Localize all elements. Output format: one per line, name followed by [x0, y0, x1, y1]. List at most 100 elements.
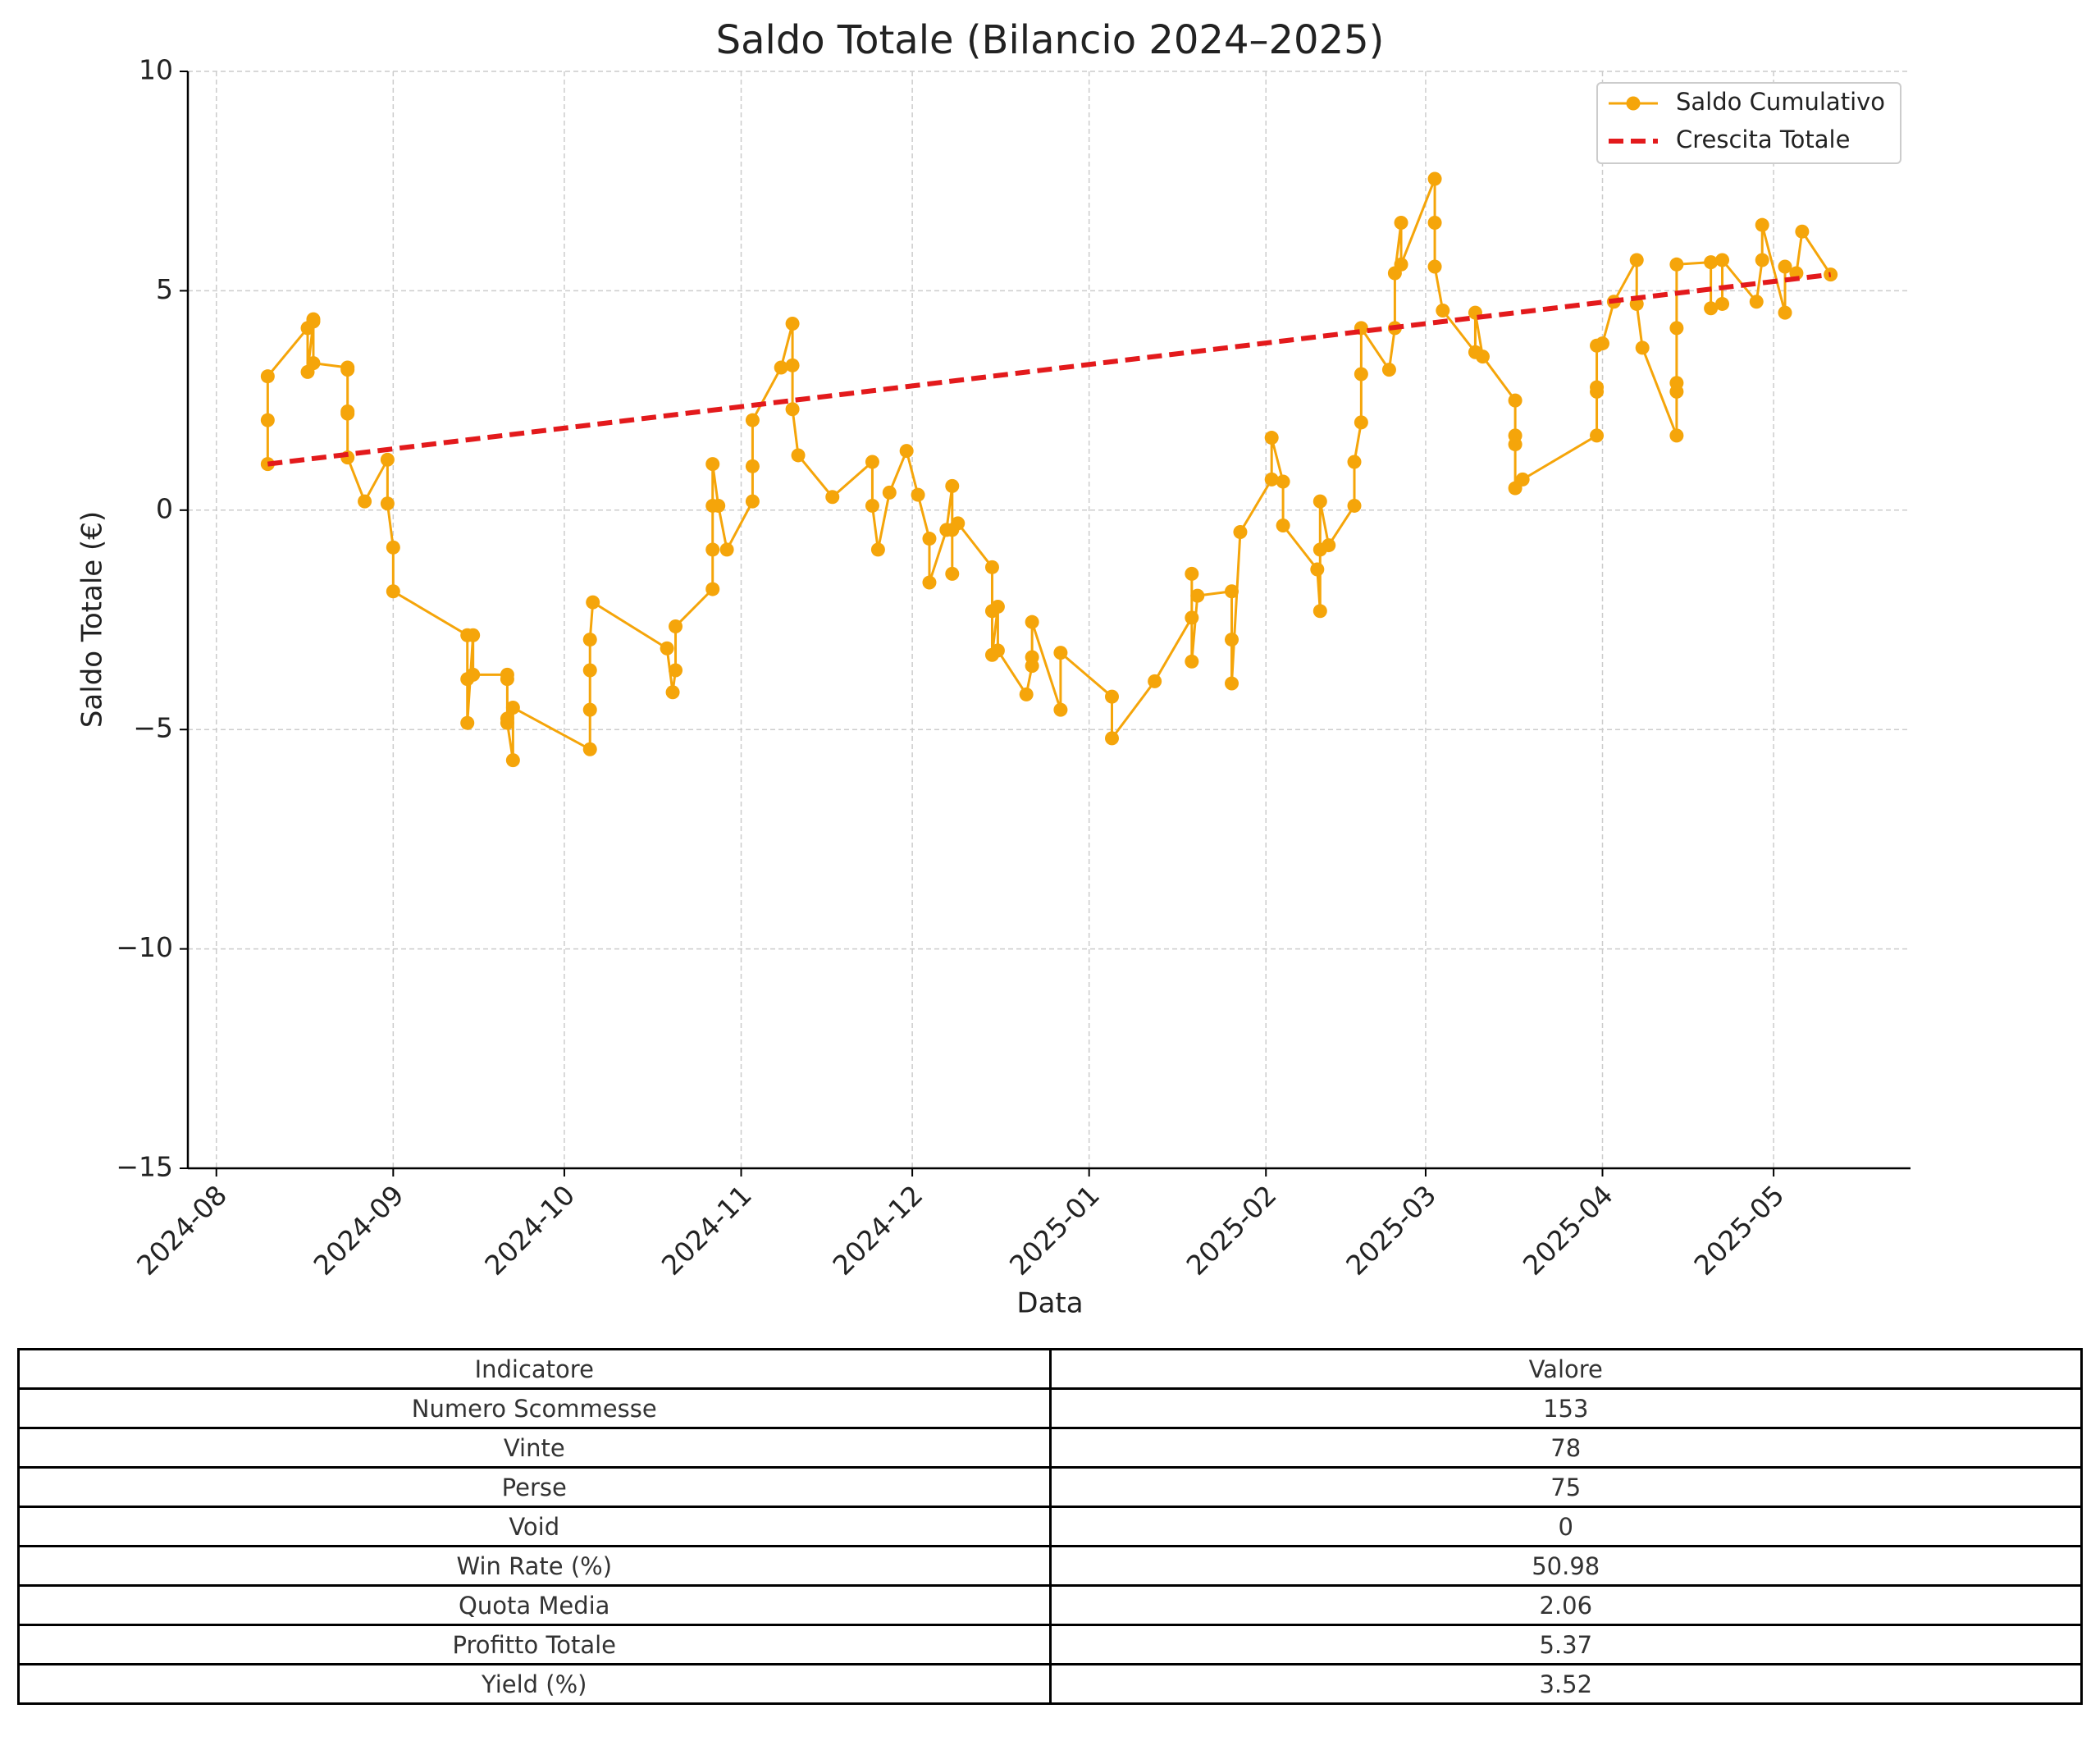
data-point [1310, 562, 1325, 577]
data-point [505, 753, 520, 768]
data-point [705, 582, 720, 596]
data-point [466, 667, 481, 682]
data-point [386, 540, 400, 555]
legend-label: Crescita Totale [1676, 126, 1850, 153]
table-row: Vinte 78 [17, 1427, 2083, 1469]
table-row: Profitto Totale 5.37 [17, 1624, 2083, 1665]
data-point [899, 444, 914, 459]
table-cell: Void [17, 1506, 1052, 1547]
data-point [1394, 257, 1408, 272]
data-point [1347, 498, 1362, 513]
table-cell: Indicatore [17, 1348, 1052, 1390]
data-point [1276, 519, 1290, 533]
data-point [1749, 295, 1764, 309]
data-point [1755, 217, 1769, 232]
data-point [1778, 259, 1792, 274]
summary-table: Indicatore Valore Numero Scommesse 153 Vinte… [17, 1348, 2083, 1705]
table-cell: Valore [1048, 1348, 2083, 1390]
y-axis-label: Saldo Totale (€) [76, 511, 109, 728]
data-point [380, 452, 395, 467]
data-point [870, 542, 885, 557]
data-point [1669, 257, 1684, 272]
table-cell: 153 [1048, 1387, 2083, 1429]
data-point [865, 498, 879, 513]
data-point [1312, 494, 1327, 509]
legend-label: Saldo Cumulativo [1676, 88, 1885, 116]
data-point [1427, 216, 1442, 231]
data-point [1025, 615, 1039, 629]
data-point [745, 494, 760, 509]
data-point [984, 560, 999, 574]
data-point [460, 715, 475, 730]
data-point [582, 702, 597, 717]
data-point [1715, 296, 1730, 311]
data-point [1225, 633, 1239, 647]
data-point [1755, 253, 1769, 267]
data-point [586, 595, 600, 610]
data-point [1312, 604, 1327, 619]
table-cell: 2.06 [1048, 1584, 2083, 1626]
data-point [582, 633, 597, 647]
data-point [882, 485, 897, 500]
data-point [582, 663, 597, 678]
data-point [1354, 415, 1368, 430]
table-cell: Numero Scommesse [17, 1387, 1052, 1429]
data-point [1148, 674, 1162, 688]
data-point [1515, 472, 1530, 487]
data-point [669, 663, 683, 678]
y-tick-label: −15 [116, 1151, 173, 1183]
data-point [911, 487, 925, 502]
data-point [1508, 437, 1522, 452]
data-point [1347, 455, 1362, 469]
data-point [660, 641, 674, 656]
legend-box [1596, 82, 1901, 164]
table-cell: 5.37 [1048, 1624, 2083, 1665]
data-point [785, 402, 800, 417]
x-tick-label: 2024-08 [130, 1179, 233, 1282]
data-point [340, 363, 355, 377]
data-point [380, 496, 395, 511]
x-tick-label: 2025-01 [1003, 1179, 1106, 1282]
data-point [922, 575, 937, 590]
data-point [990, 643, 1005, 658]
data-point [922, 532, 937, 546]
table-cell: 50.98 [1048, 1545, 2083, 1587]
data-point [500, 672, 514, 687]
data-point [951, 516, 966, 531]
data-point [1629, 253, 1644, 267]
table-cell: 78 [1048, 1427, 2083, 1469]
data-point [705, 542, 720, 557]
data-point [1025, 650, 1039, 665]
data-point [1669, 321, 1684, 336]
x-tick-label: 2024-12 [826, 1179, 929, 1282]
y-tick-label: −10 [116, 931, 173, 963]
data-point [1508, 393, 1522, 408]
data-point [260, 413, 275, 427]
data-point [340, 406, 355, 421]
data-point [1190, 588, 1205, 603]
data-point [306, 312, 321, 327]
data-point [990, 599, 1005, 614]
data-point [785, 317, 800, 331]
data-point [945, 566, 960, 581]
data-point [1704, 301, 1719, 316]
data-point [1475, 350, 1490, 364]
data-point [785, 358, 800, 372]
x-tick-label: 2025-05 [1687, 1179, 1790, 1282]
data-point [1795, 224, 1810, 239]
y-tick-label: −5 [133, 712, 173, 744]
table-cell: Quota Media [17, 1584, 1052, 1626]
data-point [1225, 584, 1239, 599]
table-row: Win Rate (%) 50.98 [17, 1545, 2083, 1587]
chart-title: Saldo Totale (Bilancio 2024–2025) [716, 17, 1385, 63]
data-point [1185, 566, 1199, 581]
data-point [1635, 340, 1650, 355]
data-point [1104, 731, 1119, 746]
y-tick-label: 0 [156, 492, 173, 524]
data-point [719, 542, 734, 557]
data-point [705, 457, 720, 472]
data-point [791, 448, 806, 463]
data-point [1590, 428, 1605, 443]
table-cell: Win Rate (%) [17, 1545, 1052, 1587]
y-tick-label: 10 [139, 54, 173, 86]
